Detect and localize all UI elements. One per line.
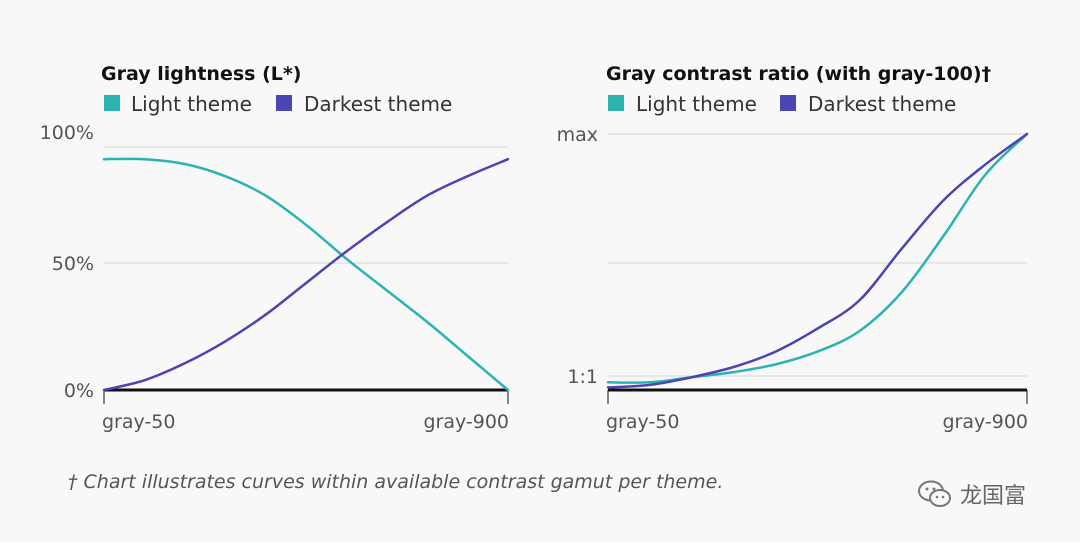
chart1-y-tick-1: 100%	[40, 122, 94, 144]
chart2-y-tick-1: max	[557, 124, 598, 146]
chart1-x-tick-1: gray-50	[102, 411, 175, 433]
chart1-legend-label-1: Light theme	[131, 92, 252, 116]
chart1-title: Gray lightness (L*)	[101, 63, 302, 85]
chart1-series-line-light-theme	[102, 157, 510, 392]
chart2-legend-label-1: Light theme	[636, 92, 757, 116]
chart2-x-tick-2: gray-900	[942, 411, 1028, 433]
chart2-title: Gray contrast ratio (with gray-100)†	[606, 63, 991, 85]
chart1-y-tick-3: 0%	[64, 380, 94, 402]
chart2-series-line-light-theme	[606, 132, 1029, 384]
chart2-series-line-darkest-theme	[606, 132, 1029, 389]
chart2-legend-swatch-2	[780, 95, 796, 111]
chart2-legend-swatch-1	[608, 95, 624, 111]
watermark: 龙国富	[918, 478, 1026, 510]
chart1-y-tick-2: 50%	[52, 253, 94, 275]
chart1-legend-swatch-2	[276, 95, 292, 111]
footnote: † Chart illustrates curves within availa…	[68, 471, 724, 493]
watermark-text: 龙国富	[960, 484, 1027, 509]
chart2-legend-label-2: Darkest theme	[808, 92, 956, 116]
chart1-series-line-darkest-theme	[102, 157, 510, 392]
chart1-legend-label-2: Darkest theme	[304, 92, 452, 116]
chart1-legend-swatch-1	[104, 95, 120, 111]
chart2-y-tick-2: 1:1	[567, 366, 598, 388]
chart1-x-tick-2: gray-900	[423, 411, 509, 433]
chart2-x-tick-1: gray-50	[606, 411, 679, 433]
wechat-icon	[918, 480, 952, 508]
